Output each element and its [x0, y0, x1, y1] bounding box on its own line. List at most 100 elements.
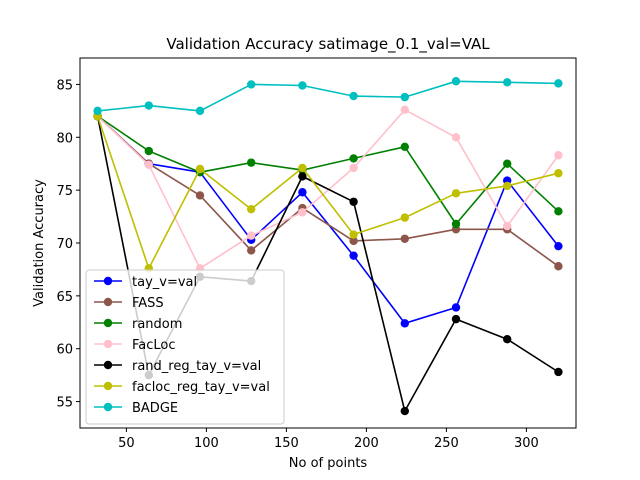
- data-point-facloc-reg-tay-v-val: [247, 204, 256, 214]
- data-point-facloc-reg-tay-v-val: [503, 181, 512, 191]
- legend-marker: [103, 318, 113, 328]
- data-point-rand-reg-tay-v-val: [400, 406, 409, 416]
- y-tick-label: 85: [56, 78, 73, 93]
- data-point-tay-v-val: [451, 303, 461, 312]
- series-facloc-reg-tay-v-val: [93, 111, 563, 273]
- data-point-facloc-reg-tay-v-val: [298, 163, 307, 173]
- chart-title: Validation Accuracy satimage_0.1_val=VAL: [166, 35, 490, 54]
- series-badge: [93, 77, 563, 116]
- data-point-badge: [144, 101, 153, 110]
- data-point-facloc: [451, 133, 461, 142]
- data-point-random: [400, 142, 409, 151]
- data-point-facloc-reg-tay-v-val: [400, 213, 409, 222]
- data-point-facloc: [144, 160, 153, 169]
- data-point-facloc-reg-tay-v-val: [349, 230, 358, 239]
- legend-marker: [103, 402, 113, 412]
- x-axis-label: No of points: [289, 456, 368, 471]
- data-point-badge: [195, 106, 205, 116]
- series-facloc: [93, 105, 563, 273]
- x-tick-label: 300: [514, 436, 539, 451]
- data-point-tay-v-val: [554, 241, 563, 251]
- data-point-tay-v-val: [349, 251, 358, 260]
- y-tick-label: 70: [56, 237, 73, 252]
- data-point-badge: [349, 91, 358, 101]
- legend-label: FacLoc: [132, 338, 176, 353]
- x-tick-label: 150: [274, 436, 299, 451]
- y-tick-label: 80: [56, 131, 73, 146]
- legend-item: FASS: [94, 296, 164, 311]
- data-point-rand-reg-tay-v-val: [298, 172, 307, 181]
- x-tick-label: 200: [354, 436, 379, 451]
- data-point-badge: [400, 92, 409, 102]
- x-tick-label: 50: [118, 436, 135, 451]
- y-axis-ticks: 55 60 65 70 75 80 85: [56, 78, 80, 411]
- data-point-random: [349, 154, 358, 163]
- data-point-fass: [554, 262, 563, 271]
- data-point-random: [247, 158, 256, 167]
- legend-marker: [103, 339, 113, 349]
- data-point-facloc: [247, 231, 256, 240]
- data-point-badge: [298, 81, 307, 90]
- legend-label: rand_reg_tay_v=val: [132, 359, 261, 374]
- legend-marker: [103, 276, 113, 286]
- legend: tay_v=val FASS random FacLoc rand_reg_tay_v=…: [85, 269, 285, 425]
- legend-label: BADGE: [132, 401, 178, 416]
- data-point-tay-v-val: [298, 188, 307, 197]
- data-point-facloc-reg-tay-v-val: [451, 189, 461, 198]
- legend-item: BADGE: [94, 401, 178, 416]
- y-tick-label: 55: [56, 396, 73, 411]
- series-line-badge: [97, 80, 559, 112]
- y-tick-label: 60: [56, 343, 73, 358]
- x-tick-label: 250: [434, 436, 459, 451]
- data-point-fass: [400, 234, 409, 243]
- x-tick-label: 100: [194, 436, 219, 451]
- data-point-random: [144, 146, 153, 156]
- series-layer: [93, 77, 563, 416]
- data-point-facloc-reg-tay-v-val: [195, 164, 205, 174]
- legend-item: facloc_reg_tay_v=val: [94, 380, 270, 395]
- x-axis-ticks: 50 100 150 200 250 300: [118, 428, 539, 451]
- legend-item: tay_v=val: [94, 275, 197, 290]
- legend-box: [85, 269, 285, 425]
- legend-label: FASS: [132, 296, 164, 311]
- data-point-rand-reg-tay-v-val: [349, 197, 358, 206]
- legend-item: random: [94, 317, 182, 332]
- legend-item: FacLoc: [94, 338, 176, 353]
- data-point-badge: [554, 79, 563, 88]
- data-point-facloc: [554, 151, 563, 160]
- series-line-random: [97, 115, 559, 225]
- y-tick-label: 75: [56, 184, 73, 199]
- data-point-random: [451, 219, 461, 229]
- data-point-random: [554, 207, 563, 216]
- series-line-facloc-reg-tay-v-val: [96, 115, 559, 270]
- legend-marker: [103, 297, 113, 307]
- data-point-tay-v-val: [400, 319, 409, 328]
- data-point-fass: [247, 246, 256, 255]
- data-point-fass: [349, 236, 358, 246]
- y-axis-label: Validation Accuracy: [32, 179, 47, 307]
- data-point-facloc-reg-tay-v-val: [554, 169, 563, 178]
- data-point-fass: [195, 191, 205, 200]
- data-point-rand-reg-tay-v-val: [503, 335, 512, 344]
- data-point-badge: [93, 106, 102, 116]
- series-line-facloc: [97, 109, 560, 270]
- legend-label: random: [132, 317, 182, 332]
- series-line-fass: [97, 115, 559, 267]
- data-point-facloc: [400, 105, 409, 115]
- data-point-badge: [247, 80, 256, 89]
- data-point-rand-reg-tay-v-val: [554, 367, 563, 377]
- legend-label: facloc_reg_tay_v=val: [132, 380, 270, 395]
- data-point-facloc: [349, 163, 358, 173]
- y-tick-label: 65: [56, 290, 73, 305]
- legend-marker: [103, 360, 113, 370]
- legend-marker: [103, 381, 113, 391]
- data-point-badge: [503, 78, 512, 87]
- data-point-badge: [451, 77, 461, 86]
- data-point-facloc: [503, 221, 512, 231]
- legend-item: rand_reg_tay_v=val: [94, 359, 261, 374]
- data-point-facloc: [298, 208, 307, 217]
- data-point-rand-reg-tay-v-val: [451, 314, 461, 324]
- legend-label: tay_v=val: [132, 275, 197, 290]
- data-point-random: [503, 159, 512, 168]
